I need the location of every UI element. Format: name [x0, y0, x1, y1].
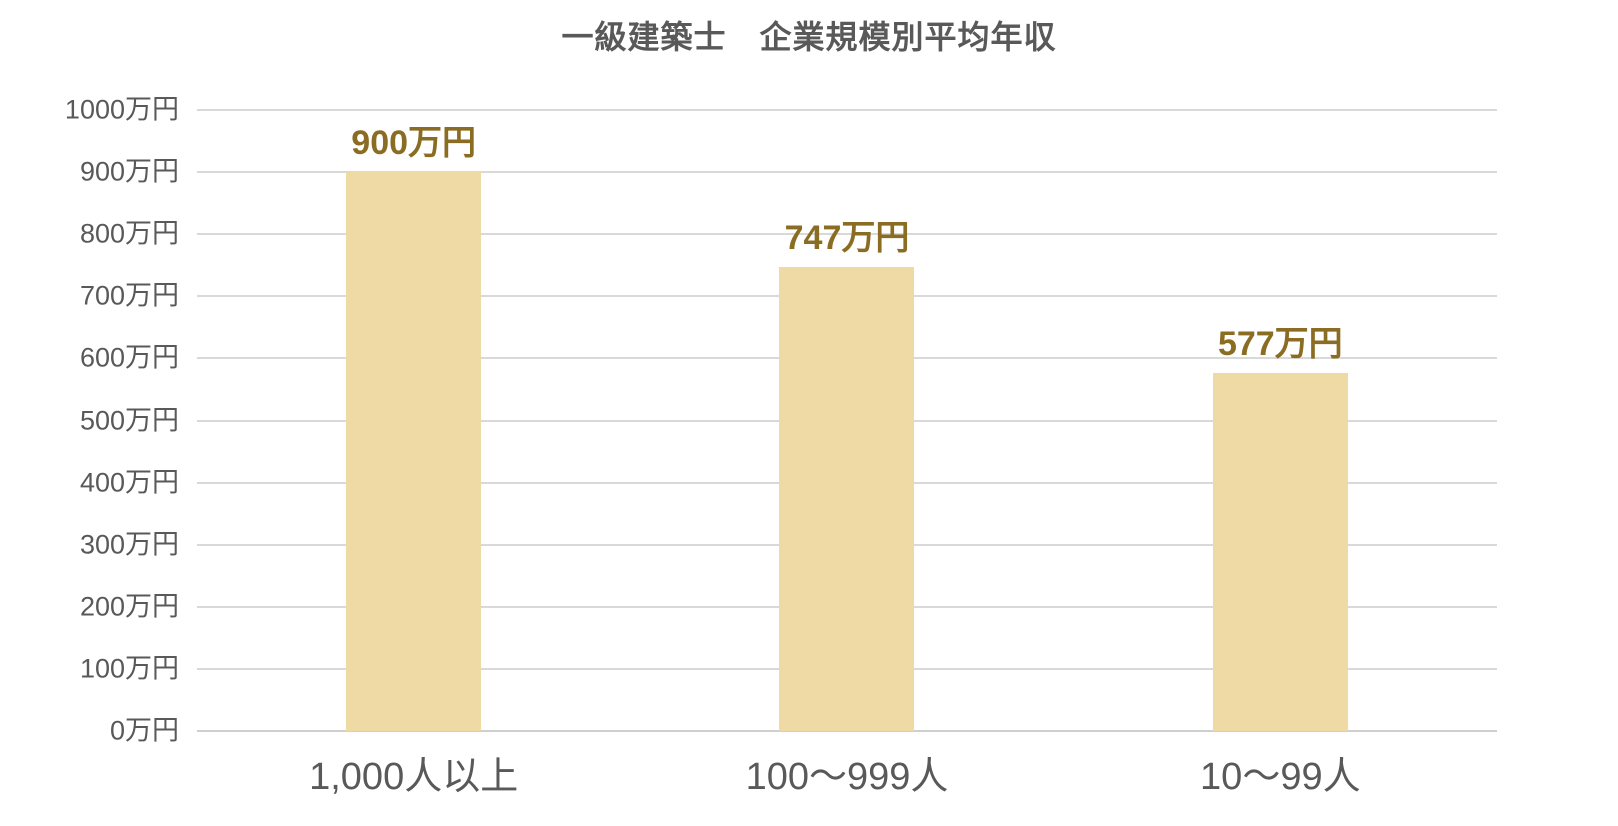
- bar-value-label: 747万円: [784, 219, 910, 258]
- gridline: [197, 730, 1497, 732]
- y-axis-tick-label: 500万円: [79, 405, 179, 435]
- y-axis-tick-label: 100万円: [79, 653, 179, 684]
- y-axis-tick-label: 800万円: [79, 218, 179, 249]
- y-axis-tick-label: 900万円: [79, 156, 179, 187]
- bar-column: 747万円: [630, 110, 1063, 731]
- gridline: [197, 171, 1497, 174]
- x-axis-category-label: 100〜999人: [745, 756, 949, 798]
- gridline: [197, 109, 1497, 111]
- y-axis-tick-label: 0万円: [109, 715, 179, 746]
- bar-column: 577万円: [1064, 110, 1497, 731]
- bar-value-label: 900万円: [351, 124, 477, 163]
- y-axis-tick-label: 600万円: [79, 342, 179, 373]
- bar-value-label: 577万円: [1217, 324, 1343, 363]
- plot-area: 1000万円 900万円 800万円 700万円 600万円 500万円 400万円 300万…: [65, 96, 1497, 798]
- bar: [346, 172, 482, 731]
- y-axis-tick-label: 700万円: [79, 280, 179, 311]
- y-axis-tick-label: 200万円: [79, 591, 179, 622]
- bar: [1212, 372, 1348, 731]
- bar: [779, 267, 915, 731]
- y-axis-tick-label: 1000万円: [64, 94, 179, 125]
- x-axis: 1,000人以上 100〜999人 10〜99人: [197, 755, 1497, 801]
- chart-title: 一級建築士 企業規模別平均年収: [561, 19, 1057, 55]
- bar-column: 900万円: [197, 110, 630, 731]
- gridline: [197, 233, 1497, 236]
- x-axis-category-label: 10〜99人: [1200, 756, 1361, 798]
- y-axis-tick-label: 300万円: [79, 529, 179, 560]
- x-axis-category-label: 1,000人以上: [309, 756, 519, 798]
- y-axis-tick-label: 400万円: [79, 467, 179, 498]
